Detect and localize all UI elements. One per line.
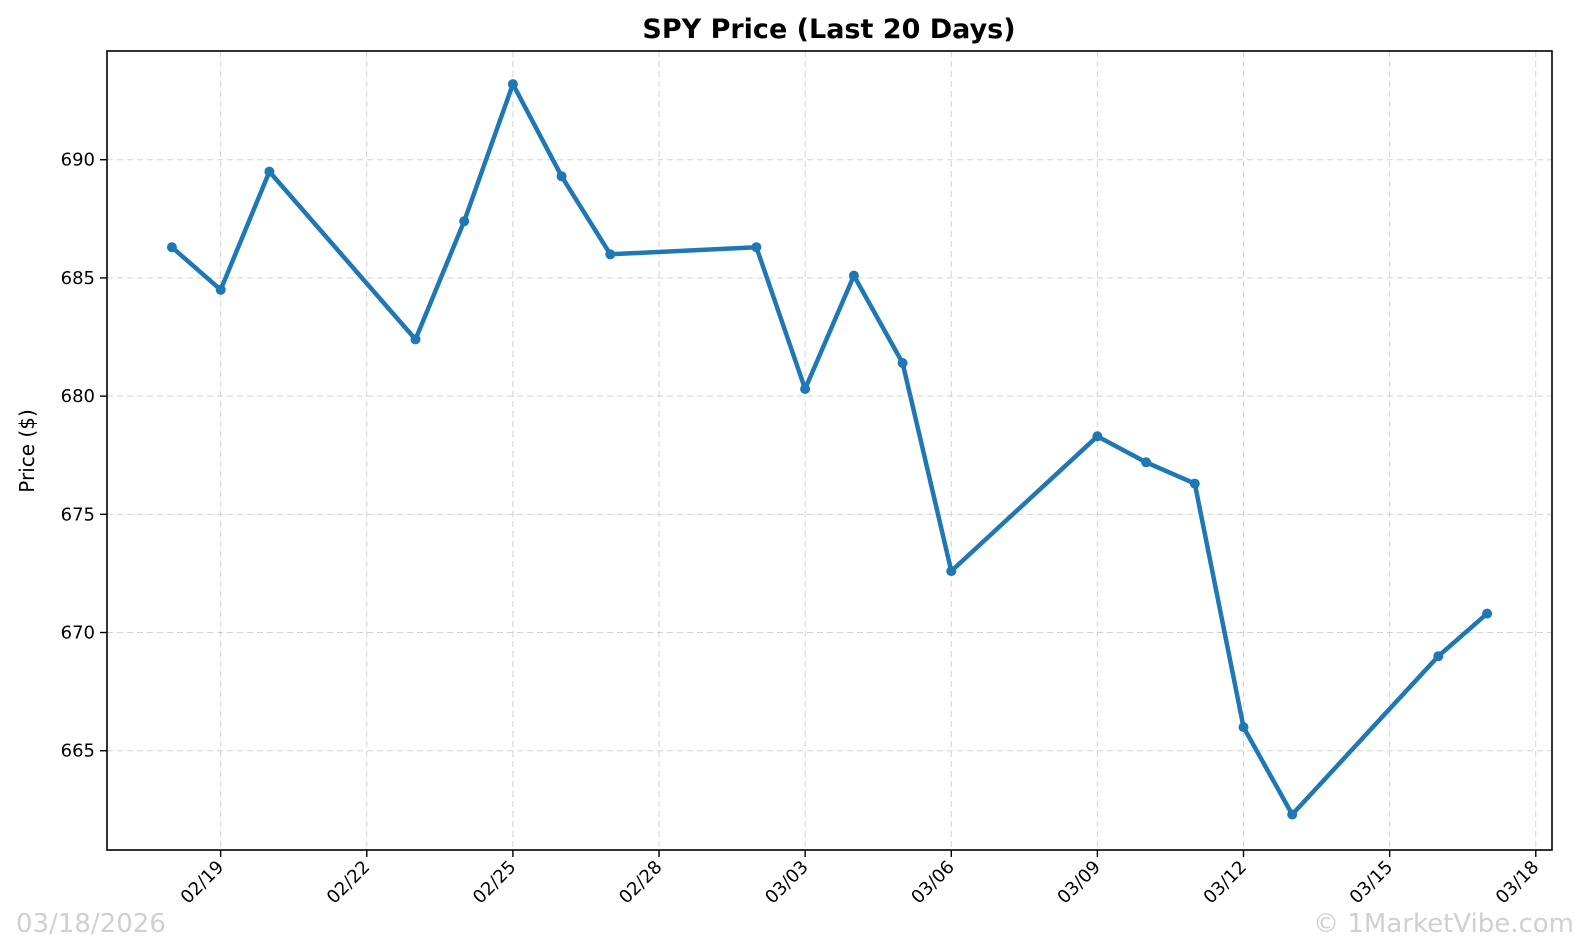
y-tick-label: 685 — [61, 268, 95, 289]
price-point — [1189, 478, 1200, 489]
price-line — [169, 81, 1490, 817]
price-point — [848, 270, 859, 281]
y-tick-label: 670 — [61, 623, 95, 644]
price-point — [1433, 651, 1444, 662]
price-point — [1092, 431, 1103, 442]
price-point — [215, 284, 226, 295]
y-axis-label: Price ($) — [15, 409, 39, 492]
footer-watermark: © 1MarketVibe.com — [1313, 909, 1574, 939]
y-axis: 665 670 675 680 685 690 — [61, 150, 107, 762]
price-point — [410, 334, 421, 345]
price-point — [556, 171, 567, 182]
price-point — [1287, 809, 1298, 820]
price-point — [800, 384, 811, 394]
price-point — [1482, 608, 1493, 619]
price-point — [459, 216, 470, 227]
price-point — [605, 249, 616, 260]
price-point — [946, 566, 957, 577]
series-layer — [169, 81, 1490, 817]
price-point — [264, 166, 275, 177]
price-point — [751, 242, 762, 253]
price-point — [1141, 457, 1152, 468]
y-tick-label: 690 — [61, 150, 95, 171]
y-tick-label: 675 — [61, 504, 95, 525]
price-point — [897, 358, 908, 368]
plot-frame — [106, 50, 1553, 851]
points-layer — [166, 79, 1493, 820]
price-point — [1238, 722, 1249, 733]
footer-date: 03/18/2026 — [16, 909, 166, 939]
chart-title: SPY Price (Last 20 Days) — [642, 14, 1015, 45]
y-tick-label: 665 — [61, 741, 95, 762]
y-tick-label: 680 — [61, 386, 95, 407]
price-point — [166, 242, 177, 253]
price-point — [507, 79, 518, 90]
